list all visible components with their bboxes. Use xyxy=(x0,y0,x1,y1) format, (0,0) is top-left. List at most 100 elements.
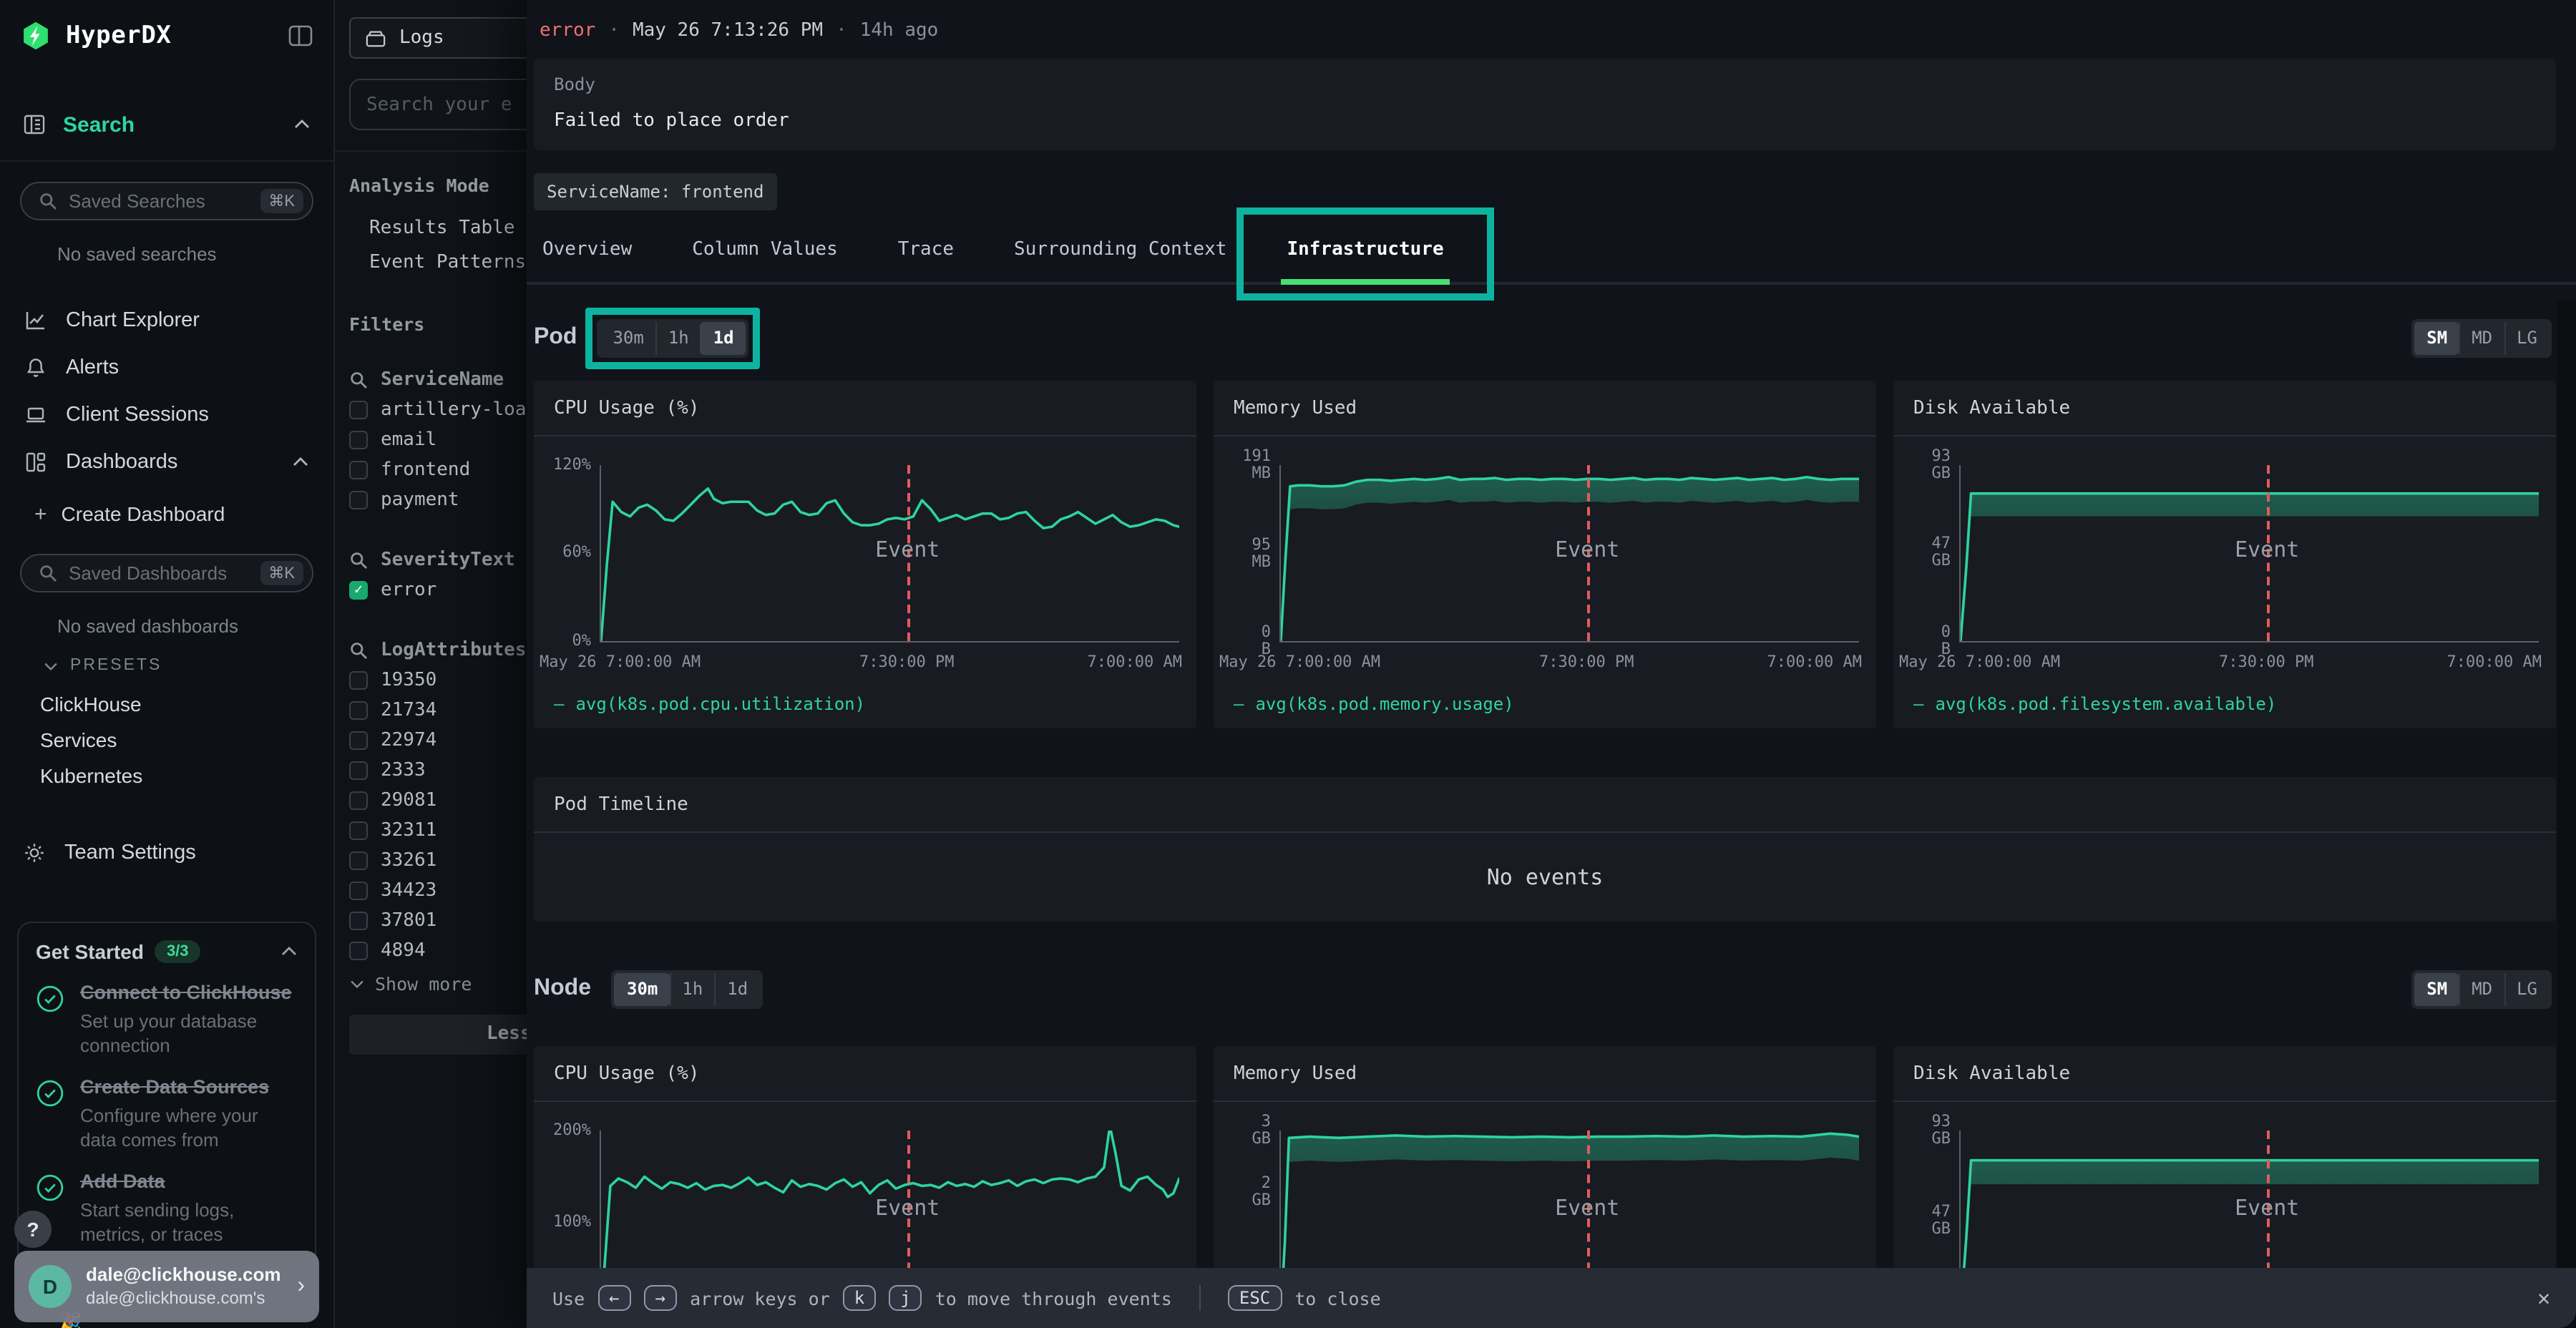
chart-legend[interactable]: —avg(k8s.pod.cpu.utilization) xyxy=(554,694,1196,714)
get-started-item-title: Connect to ClickHouse xyxy=(80,982,298,1006)
tab-column-values[interactable]: Column Values xyxy=(689,222,841,282)
checkbox[interactable] xyxy=(349,761,368,780)
source-select[interactable]: Logs xyxy=(349,17,527,59)
checkbox[interactable] xyxy=(349,401,368,419)
tab-overview[interactable]: Overview xyxy=(540,222,635,282)
filter-option-21734[interactable]: 21734 xyxy=(349,695,527,726)
sidebar-item-client-sessions[interactable]: Client Sessions xyxy=(0,391,333,438)
chart-legend[interactable]: —avg(k8s.pod.filesystem.available) xyxy=(1913,694,2556,714)
get-started-item[interactable]: Create Data SourcesConfigure where your … xyxy=(36,1076,298,1152)
checkbox[interactable] xyxy=(349,671,368,690)
chart-legend[interactable]: —avg(k8s.pod.memory.usage) xyxy=(1234,694,1876,714)
pod-range-30m[interactable]: 30m xyxy=(600,322,655,355)
checkbox[interactable] xyxy=(349,491,368,509)
chevron-up-icon[interactable] xyxy=(280,946,298,957)
app-title: HyperDX xyxy=(66,21,172,50)
pod-size-lg[interactable]: LG xyxy=(2504,322,2549,355)
checkbox[interactable] xyxy=(349,701,368,720)
event-age: 14h ago xyxy=(860,20,939,42)
tab-trace[interactable]: Trace xyxy=(895,222,957,282)
saved-dashboards-input[interactable]: Saved Dashboards ⌘K xyxy=(20,554,313,592)
filter-option-19350[interactable]: 19350 xyxy=(349,665,527,695)
pod-range-1d[interactable]: 1d xyxy=(701,322,746,355)
checkbox-checked[interactable]: ✓ xyxy=(349,581,368,600)
filter-option-frontend[interactable]: frontend xyxy=(349,455,527,485)
node-size-sm[interactable]: SM xyxy=(2414,973,2459,1006)
tab-surrounding-context[interactable]: Surrounding Context xyxy=(1011,222,1229,282)
node-range-1h[interactable]: 1h xyxy=(669,973,714,1006)
filter-option-34423[interactable]: 34423 xyxy=(349,876,527,906)
filter-option-label: payment xyxy=(381,489,459,511)
chevron-up-icon[interactable] xyxy=(292,456,309,467)
checkbox[interactable] xyxy=(349,882,368,900)
checkbox[interactable] xyxy=(349,942,368,960)
event-timestamp: May 26 7:13:26 PM xyxy=(633,20,823,42)
sidebar-item-search[interactable]: Search xyxy=(0,103,333,146)
filter-option-artillery-loa[interactable]: artillery-loa xyxy=(349,395,527,425)
checkbox[interactable] xyxy=(349,431,368,449)
node-range-30m[interactable]: 30m xyxy=(614,973,669,1006)
create-dashboard-button[interactable]: + Create Dashboard xyxy=(34,494,333,534)
get-started-panel: Get Started 3/3 Connect to ClickHouseSet… xyxy=(17,922,316,1269)
preset-dashboard-services[interactable]: Services xyxy=(40,721,333,757)
analysis-mode-results-table[interactable]: Results Table xyxy=(349,210,527,245)
node-size-md[interactable]: MD xyxy=(2459,973,2504,1006)
help-button[interactable]: ? xyxy=(14,1211,52,1248)
search-icon[interactable] xyxy=(349,370,368,389)
checkbox[interactable] xyxy=(349,731,368,750)
filter-option-payment[interactable]: payment xyxy=(349,485,527,515)
sidebar-item-label: Alerts xyxy=(66,356,119,379)
less-filters-button[interactable]: Less fil xyxy=(349,1015,527,1055)
laptop-icon xyxy=(24,403,47,426)
show-more-button[interactable]: Show more xyxy=(349,973,527,995)
search-icon[interactable] xyxy=(349,550,368,569)
chevron-right-icon: › xyxy=(297,1274,305,1299)
user-menu[interactable]: D dale@clickhouse.com dale@clickhouse.co… xyxy=(14,1251,319,1322)
scroll-gutter[interactable] xyxy=(2557,301,2576,1268)
node-range-1d[interactable]: 1d xyxy=(714,973,759,1006)
pod-range-1h[interactable]: 1h xyxy=(655,322,701,355)
pod-size-sm[interactable]: SM xyxy=(2414,322,2459,355)
checkbox[interactable] xyxy=(349,912,368,930)
check-circle-icon xyxy=(36,1076,64,1108)
saved-searches-input[interactable]: Saved Searches ⌘K xyxy=(20,182,313,220)
preset-dashboard-clickhouse[interactable]: ClickHouse xyxy=(40,685,333,721)
filter-option-2333[interactable]: 2333 xyxy=(349,756,527,786)
filter-option-error[interactable]: ✓error xyxy=(349,575,527,605)
analysis-mode-event-patterns[interactable]: Event Patterns xyxy=(349,245,527,279)
checkbox[interactable] xyxy=(349,821,368,840)
filter-option-37801[interactable]: 37801 xyxy=(349,906,527,936)
filter-option-32311[interactable]: 32311 xyxy=(349,816,527,846)
filter-option-29081[interactable]: 29081 xyxy=(349,786,527,816)
sidebar-item-chart-explorer[interactable]: Chart Explorer xyxy=(0,296,333,343)
pod-section-title: Pod xyxy=(534,326,577,351)
preset-dashboard-kubernetes[interactable]: Kubernetes xyxy=(40,757,333,793)
close-icon[interactable]: ✕ xyxy=(2537,1285,2550,1311)
filter-option-4894[interactable]: 4894 xyxy=(349,936,527,966)
filter-option-label: 2333 xyxy=(381,760,426,781)
detail-tabs: Overview Column Values Trace Surrounding Co… xyxy=(527,222,2576,285)
node-size-lg[interactable]: LG xyxy=(2504,973,2549,1006)
presets-toggle[interactable]: PRESETS xyxy=(43,657,333,674)
chevron-up-icon[interactable] xyxy=(293,119,311,130)
filter-option-22974[interactable]: 22974 xyxy=(349,726,527,756)
get-started-item[interactable]: Connect to ClickHouseSet up your databas… xyxy=(36,982,298,1058)
tab-infrastructure[interactable]: Infrastructure xyxy=(1284,222,1446,282)
sidebar-item-alerts[interactable]: Alerts xyxy=(0,343,333,391)
sidebar-item-team-settings[interactable]: Team Settings xyxy=(0,830,333,876)
filter-option-email[interactable]: email xyxy=(349,425,527,455)
service-name-chip[interactable]: ServiceName: frontend xyxy=(534,173,776,210)
separator-dot: · xyxy=(836,20,847,42)
checkbox[interactable] xyxy=(349,461,368,479)
filter-option-33261[interactable]: 33261 xyxy=(349,846,527,876)
checkbox[interactable] xyxy=(349,851,368,870)
x-axis-tick-label: 7:30:00 PM xyxy=(859,653,954,671)
pod-size-md[interactable]: MD xyxy=(2459,322,2504,355)
collapse-sidebar-icon[interactable] xyxy=(288,24,313,47)
search-icon[interactable] xyxy=(349,640,368,659)
get-started-header[interactable]: Get Started 3/3 xyxy=(36,940,298,963)
get-started-item[interactable]: Add DataStart sending logs, metrics, or … xyxy=(36,1171,298,1247)
checkbox[interactable] xyxy=(349,791,368,810)
event-search-input[interactable]: Search your e xyxy=(349,79,527,130)
sidebar-item-dashboards[interactable]: Dashboards xyxy=(0,438,333,485)
